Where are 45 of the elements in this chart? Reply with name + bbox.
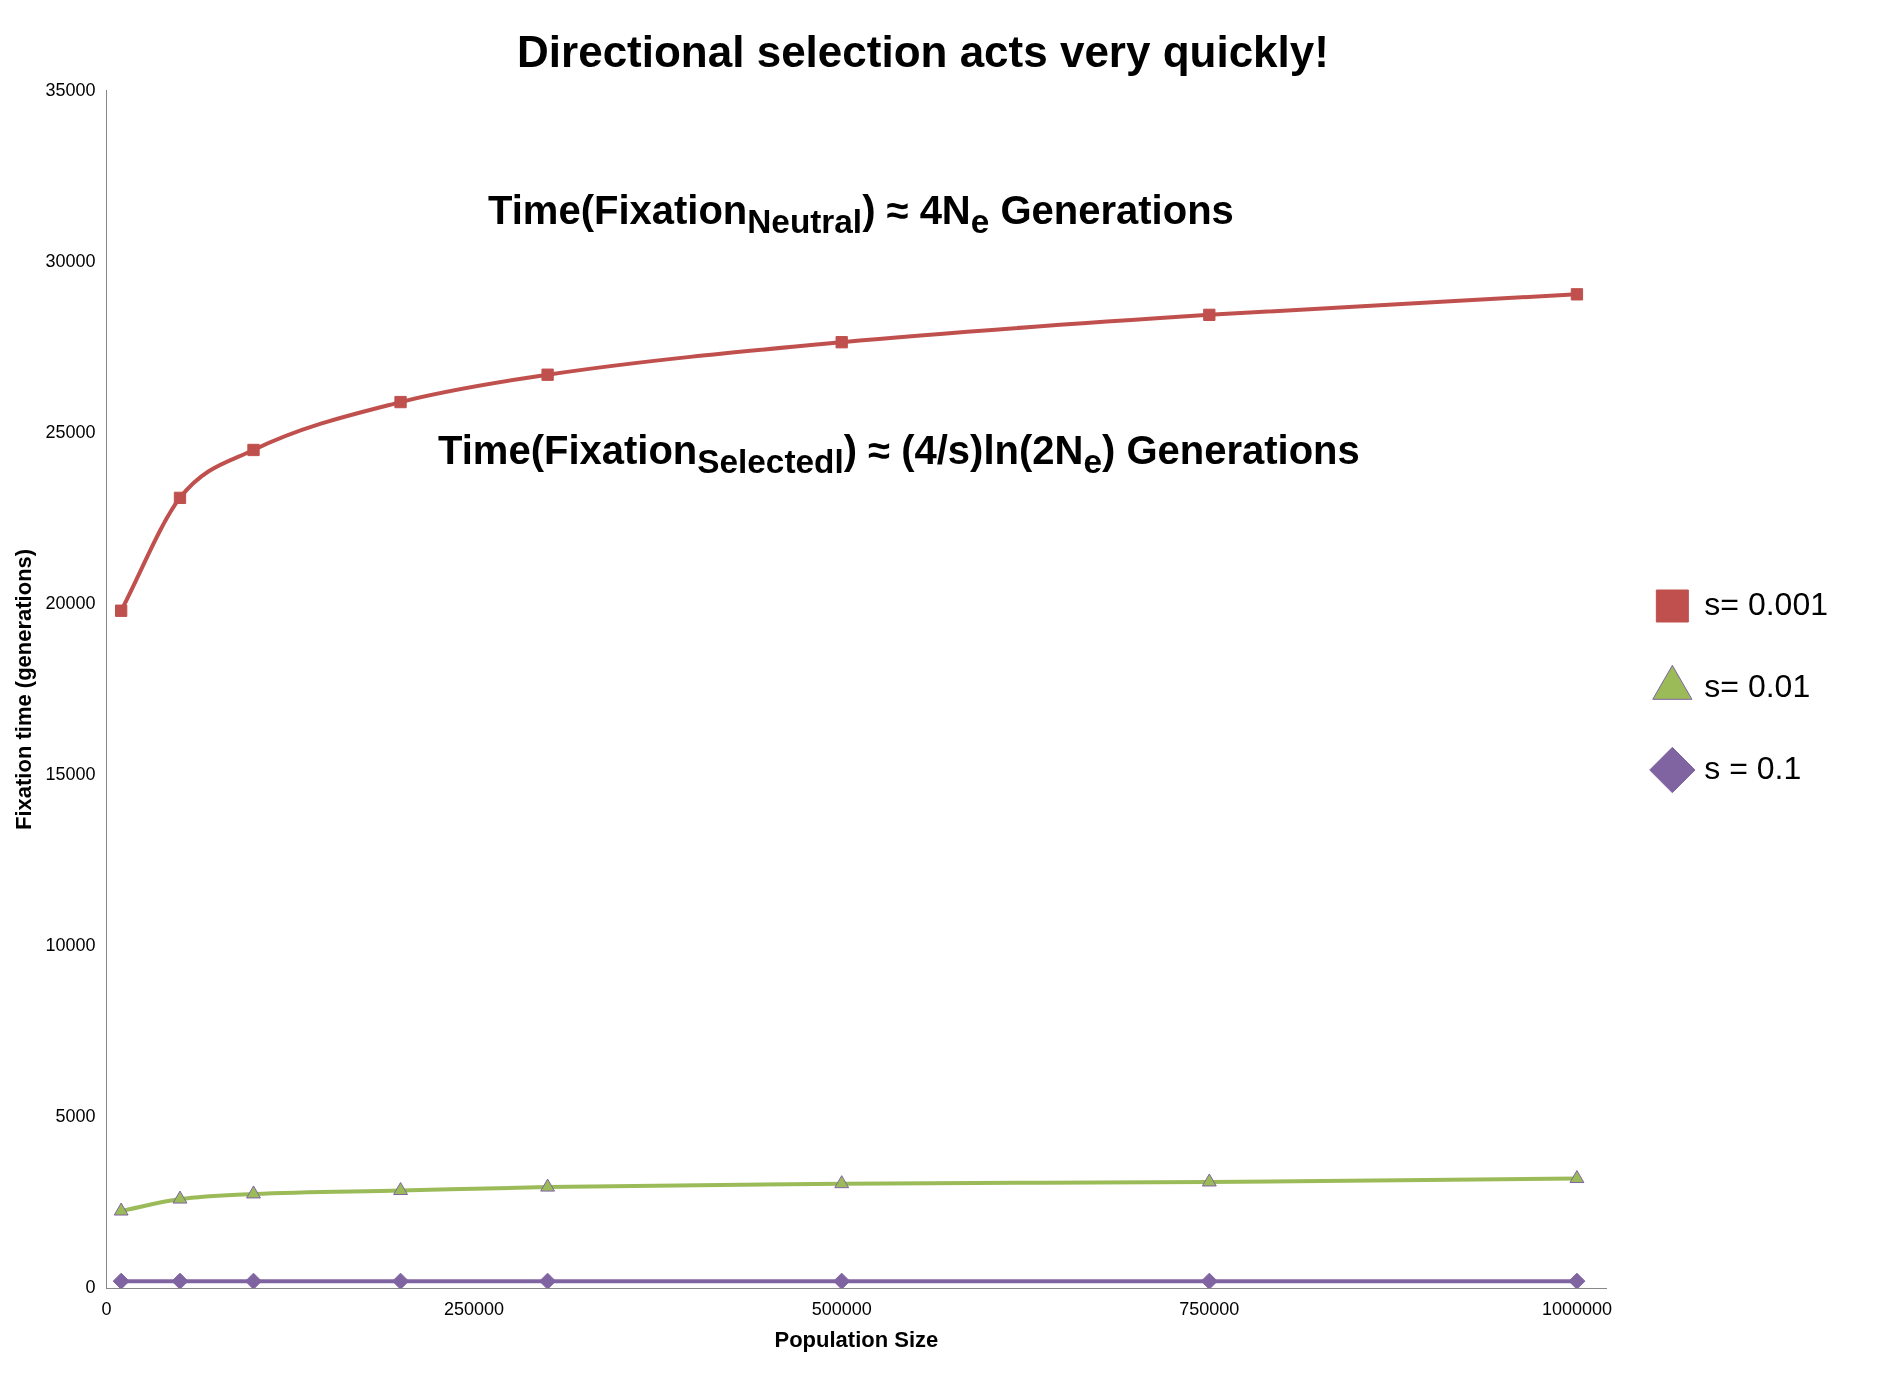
x-tick-label: 250000	[444, 1298, 505, 1319]
point	[393, 1182, 408, 1196]
chart-title: Directional selection acts very quickly!	[517, 26, 1329, 76]
point	[1201, 1173, 1217, 1187]
point	[392, 1272, 410, 1288]
legend-label: s= 0.01	[1704, 667, 1811, 704]
point	[539, 1272, 557, 1288]
point	[246, 1185, 261, 1199]
point	[171, 1272, 189, 1288]
x-tick-label: 750000	[1179, 1298, 1240, 1319]
y-tick-label: 30000	[45, 250, 96, 271]
point	[173, 491, 187, 505]
point	[834, 1175, 850, 1189]
y-tick-label: 35000	[45, 79, 96, 100]
y-tick-label: 0	[85, 1276, 96, 1297]
point	[1569, 1170, 1585, 1184]
legend-label: s= 0.001	[1704, 585, 1828, 622]
x-tick-label: 500000	[811, 1298, 872, 1319]
point	[835, 336, 848, 349]
point	[172, 1190, 188, 1204]
y-tick-label: 5000	[55, 1105, 96, 1126]
y-tick-label: 25000	[45, 421, 96, 442]
y-tick-label: 15000	[45, 763, 96, 784]
point	[394, 395, 407, 409]
point	[1570, 288, 1584, 301]
legend-label: s = 0.1	[1704, 749, 1802, 786]
point	[1568, 1272, 1586, 1288]
point	[833, 1272, 851, 1288]
point	[245, 1272, 262, 1288]
y-tick-label: 10000	[45, 934, 96, 955]
point	[112, 1272, 130, 1288]
annotation: Time(Fixation$_{Neutral}$) ≈ 4N$_{e}$ Generations	[488, 188, 1234, 241]
point	[1200, 1272, 1218, 1288]
point	[541, 368, 554, 381]
point	[115, 604, 128, 617]
point	[247, 443, 260, 457]
x-tick-label: 1000000	[1541, 1298, 1612, 1319]
annotation: Time(Fixation$_{Selectedl}$) ≈ (4/s)ln(2N$_{e}$) Generations	[438, 428, 1360, 481]
y-tick-label: 20000	[45, 592, 96, 613]
x-axis-title: Population Size	[774, 1326, 939, 1352]
y-axis-title: Fixation time (generations)	[11, 548, 37, 830]
point	[113, 1202, 129, 1216]
point	[540, 1178, 556, 1192]
x-tick-label: 0	[101, 1298, 112, 1319]
point	[1203, 308, 1216, 321]
